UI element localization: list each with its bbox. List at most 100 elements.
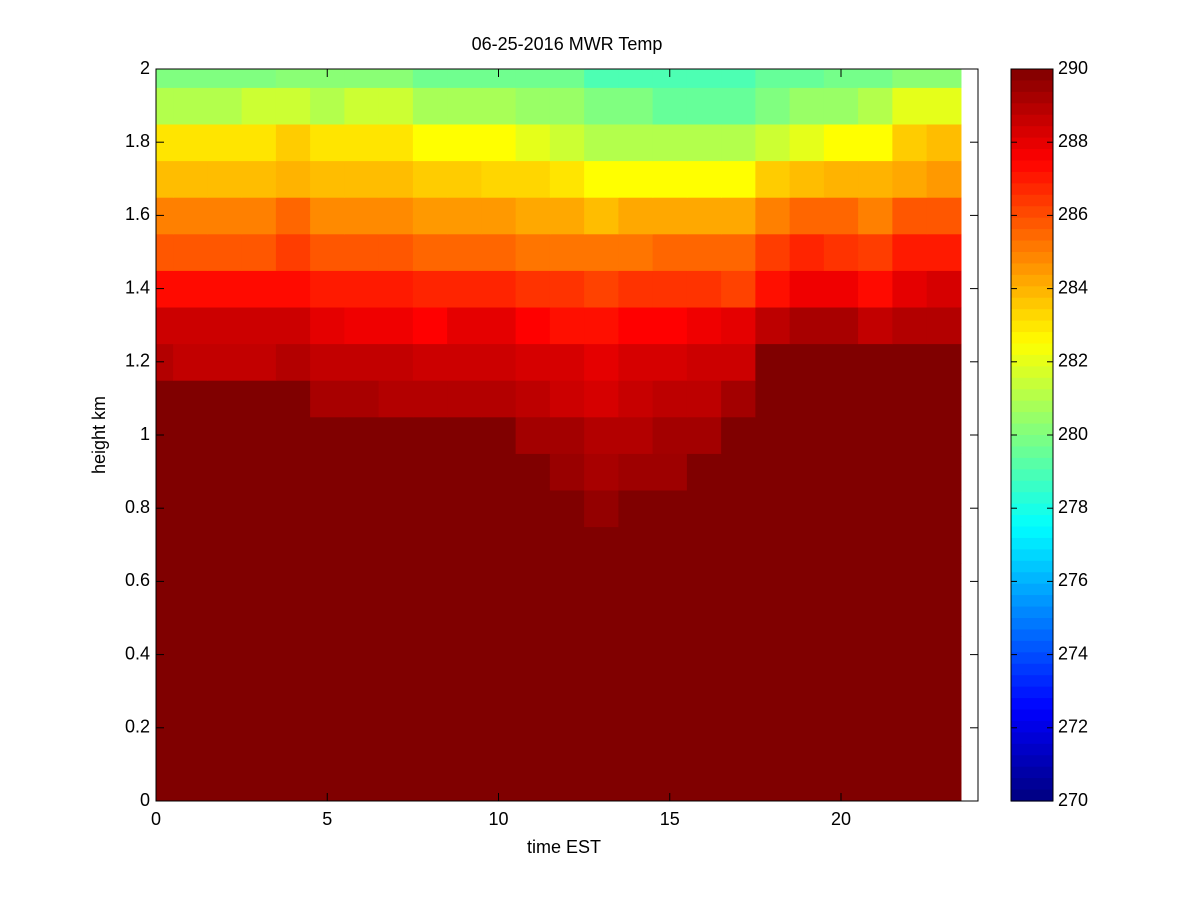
heatmap-cell xyxy=(686,416,722,454)
heatmap-cell xyxy=(378,672,414,711)
heatmap-cell xyxy=(412,270,448,308)
heatmap-cell xyxy=(481,489,517,528)
heatmap-cell xyxy=(755,380,791,418)
y-tick-label: 1.6 xyxy=(125,204,150,224)
heatmap-cell xyxy=(721,270,756,308)
heatmap-cell xyxy=(652,87,688,125)
x-tick-label: 0 xyxy=(151,809,161,829)
heatmap-cell xyxy=(241,599,277,637)
heatmap-cell xyxy=(275,270,311,308)
heatmap-cell xyxy=(275,306,311,345)
heatmap-cell xyxy=(686,197,722,235)
heatmap-cell xyxy=(207,233,243,271)
heatmap-cell xyxy=(721,416,756,454)
colorbar-swatch xyxy=(1011,80,1053,93)
heatmap-cell xyxy=(378,599,414,637)
heatmap-cell xyxy=(156,197,174,235)
heatmap-cell xyxy=(755,526,791,564)
colorbar-swatch xyxy=(1011,171,1053,184)
colorbar-swatch xyxy=(1011,778,1053,791)
heatmap-cell xyxy=(721,526,756,564)
heatmap-cell xyxy=(310,123,345,162)
heatmap-cell xyxy=(275,526,311,564)
heatmap-cell xyxy=(755,782,791,801)
heatmap-cell xyxy=(515,526,551,564)
heatmap-cell xyxy=(378,709,414,747)
heatmap-cell xyxy=(310,599,345,637)
heatmap-cell xyxy=(686,270,722,308)
heatmap-cell xyxy=(549,123,585,162)
heatmap-cell xyxy=(652,746,688,784)
heatmap-cell xyxy=(823,782,859,801)
heatmap-cell xyxy=(926,380,962,418)
heatmap-cell xyxy=(207,709,243,747)
heatmap-cell xyxy=(721,343,756,381)
heatmap-cell xyxy=(926,709,962,747)
heatmap-cell xyxy=(823,563,859,601)
heatmap-cell xyxy=(755,69,791,88)
heatmap-cell xyxy=(481,782,517,801)
heatmap-cell xyxy=(584,197,619,235)
heatmap-cell xyxy=(789,123,825,162)
heatmap-cell xyxy=(892,69,928,88)
heatmap-cell xyxy=(858,380,893,418)
colorbar-swatch xyxy=(1011,183,1053,196)
heatmap-cell xyxy=(412,563,448,601)
heatmap-cell xyxy=(173,416,208,454)
colorbar-swatch xyxy=(1011,515,1053,528)
colorbar-swatch xyxy=(1011,149,1053,162)
heatmap-cell xyxy=(481,563,517,601)
heatmap-cell xyxy=(755,672,791,711)
heatmap-cell xyxy=(755,599,791,637)
heatmap-cell xyxy=(686,233,722,271)
heatmap-cell xyxy=(378,123,414,162)
colorbar-swatch xyxy=(1011,640,1053,653)
heatmap-cell xyxy=(584,380,619,418)
heatmap-cell xyxy=(686,306,722,345)
heatmap-cell xyxy=(858,343,893,381)
heatmap-cell xyxy=(652,709,688,747)
heatmap-cell xyxy=(344,69,380,88)
heatmap-cell xyxy=(344,123,380,162)
heatmap-cell xyxy=(686,709,722,747)
colorbar-swatch xyxy=(1011,343,1053,356)
heatmap-cell xyxy=(156,599,174,637)
heatmap-cell xyxy=(378,453,414,491)
heatmap-cell xyxy=(275,489,311,528)
x-tick-label: 20 xyxy=(831,809,851,829)
heatmap-cell xyxy=(823,453,859,491)
heatmap-cell xyxy=(447,782,482,801)
heatmap-cell xyxy=(892,416,928,454)
heatmap-cell xyxy=(515,636,551,674)
colorbar-swatch xyxy=(1011,354,1053,367)
colorbar-swatch xyxy=(1011,217,1053,230)
heatmap-cell xyxy=(686,380,722,418)
heatmap-cell xyxy=(173,197,208,235)
heatmap-cell xyxy=(275,709,311,747)
heatmap-cell xyxy=(755,416,791,454)
heatmap-cell xyxy=(789,782,825,801)
heatmap-cell xyxy=(481,380,517,418)
heatmap-cell xyxy=(447,526,482,564)
heatmap-cell xyxy=(686,746,722,784)
heatmap-cell xyxy=(618,270,654,308)
heatmap-cell xyxy=(378,636,414,674)
heatmap-cell xyxy=(173,453,208,491)
heatmap-cell xyxy=(173,782,208,801)
heatmap-cell xyxy=(481,233,517,271)
heatmap-cell xyxy=(618,563,654,601)
heatmap-cell xyxy=(310,197,345,235)
heatmap-cell xyxy=(275,672,311,711)
heatmap-cell xyxy=(447,416,482,454)
heatmap-cell xyxy=(481,416,517,454)
colorbar-swatch xyxy=(1011,229,1053,242)
heatmap-cell xyxy=(721,709,756,747)
colorbar-swatch xyxy=(1011,252,1053,265)
heatmap-cell xyxy=(515,69,551,88)
x-tick-label: 15 xyxy=(660,809,680,829)
heatmap-cell xyxy=(755,123,791,162)
colorbar-swatch xyxy=(1011,69,1053,82)
heatmap-cell xyxy=(344,233,380,271)
heatmap-cell xyxy=(858,197,893,235)
heatmap-cell xyxy=(755,343,791,381)
